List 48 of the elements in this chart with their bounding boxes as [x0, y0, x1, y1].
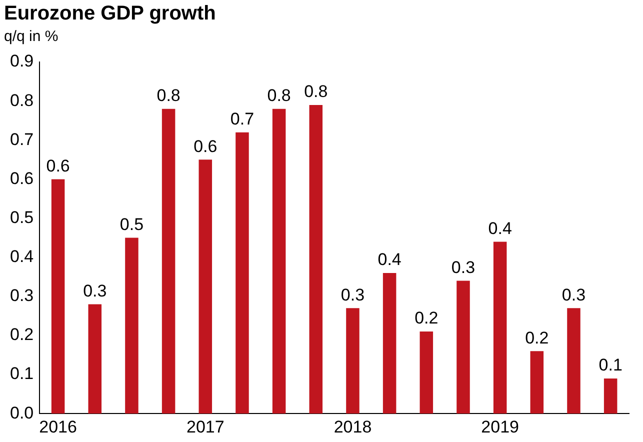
x-tick-label: 2016: [39, 417, 77, 436]
chart-title: Eurozone GDP growth: [4, 2, 216, 25]
data-label: 0.2: [525, 328, 549, 348]
bar: [456, 280, 470, 414]
x-tick-label: 2019: [481, 417, 519, 436]
bar: [236, 132, 249, 414]
data-label: 0.8: [156, 86, 180, 106]
y-tick-label: 0.2: [10, 325, 34, 344]
y-tick-label: 0.8: [10, 90, 34, 110]
x-tick-label: 2018: [334, 417, 372, 436]
data-label: 0.3: [83, 281, 107, 300]
data-label: 0.4: [488, 218, 512, 238]
y-tick-label: 0.0: [10, 403, 34, 422]
bar: [493, 242, 507, 414]
data-label: 0.8: [304, 82, 328, 102]
data-label: 0.4: [378, 250, 402, 270]
bar: [604, 378, 618, 414]
bar: [346, 308, 360, 414]
data-label: 0.5: [120, 214, 144, 234]
bar: [382, 272, 396, 414]
y-tick-label: 0.3: [10, 286, 34, 306]
data-label: 0.7: [230, 110, 254, 129]
data-label: 0.8: [267, 86, 291, 106]
data-label: 0.3: [340, 285, 365, 304]
data-label: 0.6: [194, 136, 218, 156]
bar: [420, 332, 434, 414]
data-label: 0.3: [562, 285, 586, 304]
bar: [162, 108, 176, 414]
data-label: 0.2: [414, 308, 438, 328]
data-label: 0.6: [46, 156, 70, 176]
bar: [309, 104, 323, 414]
bar: [51, 179, 65, 414]
y-tick-label: 0.7: [10, 130, 34, 149]
bar: [88, 304, 102, 414]
bar: [198, 160, 212, 414]
x-tick-label: 2017: [186, 417, 224, 436]
bar: [530, 351, 544, 414]
y-tick-label: 0.1: [10, 364, 34, 384]
data-label: 0.3: [451, 258, 476, 277]
y-tick-label: 0.9: [10, 52, 34, 71]
bar: [125, 238, 138, 414]
bar: [567, 308, 580, 414]
chart-subtitle: q/q in %: [4, 28, 58, 46]
data-label: 0.1: [598, 356, 622, 375]
bar: [272, 108, 286, 414]
y-tick-label: 0.6: [10, 168, 34, 188]
y-tick-label: 0.4: [10, 247, 34, 266]
y-tick-label: 0.5: [10, 208, 34, 227]
